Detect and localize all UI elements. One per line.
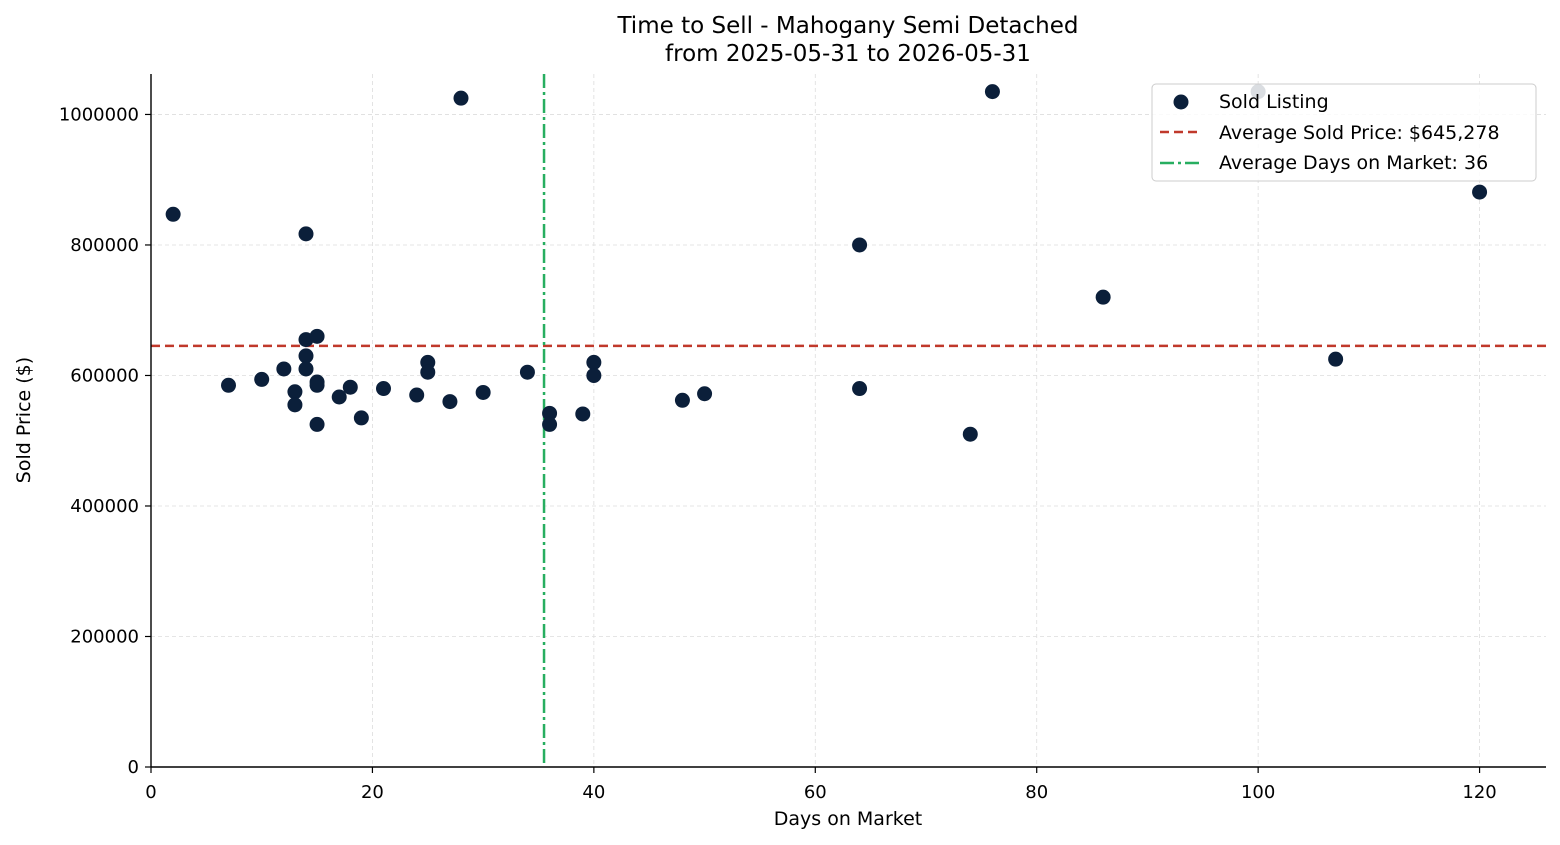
data-point (310, 378, 325, 393)
legend-label-average-days: Average Days on Market: 36 (1219, 152, 1488, 174)
data-point (697, 386, 712, 401)
data-point (287, 384, 302, 399)
x-tick-label: 100 (1241, 782, 1275, 803)
data-point (376, 381, 391, 396)
data-point (299, 361, 314, 376)
data-point (420, 365, 435, 380)
data-point (299, 348, 314, 363)
data-point (542, 417, 557, 432)
data-point (454, 91, 469, 106)
data-point (409, 388, 424, 403)
x-tick-label: 20 (361, 782, 384, 803)
y-tick-label: 0 (128, 757, 139, 778)
y-tick-label: 600000 (70, 365, 139, 386)
legend: Sold Listing Average Sold Price: $645,27… (1152, 84, 1536, 181)
chart-title: Time to Sell - Mahogany Semi Detached (616, 13, 1078, 39)
y-tick-label: 1000000 (59, 104, 139, 125)
chart-subtitle: from 2025-05-31 to 2026-05-31 (665, 41, 1031, 67)
y-tick-label: 200000 (70, 626, 139, 647)
data-point (675, 393, 690, 408)
x-tick-label: 60 (804, 782, 827, 803)
x-tick-label: 40 (582, 782, 605, 803)
y-tick-label: 800000 (70, 235, 139, 256)
data-point (254, 372, 269, 387)
data-point (476, 385, 491, 400)
data-point (166, 207, 181, 222)
data-point (985, 84, 1000, 99)
data-point (276, 361, 291, 376)
data-point (1328, 352, 1343, 367)
data-point (310, 329, 325, 344)
y-tick-label: 400000 (70, 496, 139, 517)
data-point (1472, 185, 1487, 200)
data-point (963, 427, 978, 442)
data-point (852, 237, 867, 252)
data-point (852, 381, 867, 396)
x-tick-label: 120 (1462, 782, 1496, 803)
x-tick-label: 80 (1025, 782, 1048, 803)
data-point (221, 378, 236, 393)
data-point (354, 410, 369, 425)
data-point (310, 417, 325, 432)
legend-label-average-price: Average Sold Price: $645,278 (1219, 122, 1500, 144)
data-point (442, 394, 457, 409)
legend-marker-sold-listing (1174, 95, 1189, 110)
data-point (343, 380, 358, 395)
x-tick-label: 0 (145, 782, 156, 803)
data-point (575, 406, 590, 421)
x-axis-label: Days on Market (774, 808, 922, 830)
legend-label-sold-listing: Sold Listing (1219, 91, 1329, 113)
data-point (586, 368, 601, 383)
data-point (520, 365, 535, 380)
data-point (1096, 290, 1111, 305)
data-point (586, 355, 601, 370)
data-point (299, 226, 314, 241)
data-point (287, 397, 302, 412)
y-axis-label: Sold Price ($) (13, 357, 35, 483)
